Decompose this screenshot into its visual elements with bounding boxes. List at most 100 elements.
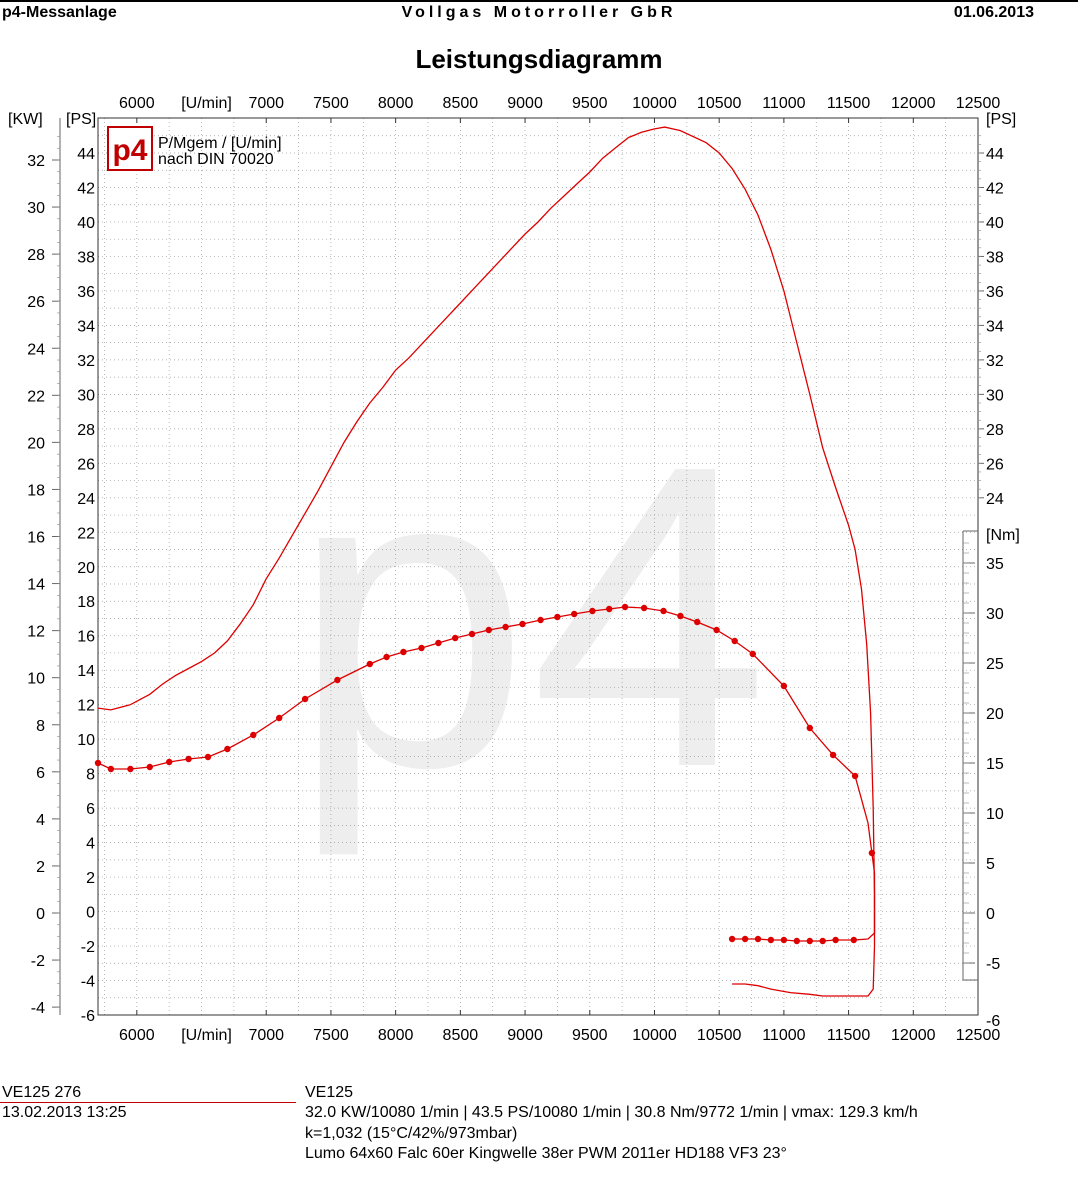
torque-point <box>554 613 561 621</box>
nm-tick-label: 10 <box>986 806 1004 823</box>
torque-point <box>435 639 442 647</box>
x-tick-label-bottom: 8000 <box>378 1027 414 1044</box>
ps-tick-label-left: -6 <box>81 1008 95 1025</box>
kw-tick-label: 22 <box>27 388 45 405</box>
torque-point <box>819 937 826 945</box>
ps-tick-label-left: -2 <box>81 939 95 956</box>
torque-point <box>400 648 407 656</box>
torque-point <box>366 660 373 668</box>
x-tick-label-bottom: 11500 <box>827 1027 870 1044</box>
ps-tick-label-left: 20 <box>77 560 95 577</box>
kw-tick-label: -2 <box>31 953 45 970</box>
nm-tick-label: 5 <box>986 856 995 873</box>
ps-tick-label-right: 26 <box>986 456 1004 473</box>
ps-tick-label-left: 12 <box>77 698 95 715</box>
axes: 6000600070007000750075008000800085008500… <box>8 95 1020 1044</box>
torque-point <box>806 937 813 945</box>
ps-tick-label-left: 44 <box>77 146 95 163</box>
ps-tick-label-left: 36 <box>77 284 95 301</box>
torque-point <box>94 759 102 767</box>
x-tick-label-top: 8500 <box>443 95 479 112</box>
kw-tick-label: 4 <box>36 812 45 829</box>
run-name: VE125 276 <box>2 1084 82 1101</box>
result-summary: 32.0 KW/10080 1/min | 43.5 PS/10080 1/mi… <box>305 1104 918 1121</box>
ps-tick-label-left: 4 <box>86 836 95 853</box>
kw-tick-label: 24 <box>27 341 45 358</box>
nm-tick-label: 30 <box>986 606 1004 623</box>
ps-tick-label-left: 10 <box>77 732 95 749</box>
ps-tick-label-left: 22 <box>77 525 95 542</box>
kw-tick-label: 18 <box>27 482 45 499</box>
torque-point <box>301 695 309 703</box>
torque-point <box>485 626 492 634</box>
x-tick-label-top: 10500 <box>697 95 742 112</box>
power-torque-chart: p4 6000600070007000750075008000800085008… <box>8 95 1020 1044</box>
chart-title: Leistungsdiagramm <box>415 44 663 74</box>
torque-point <box>829 751 837 759</box>
ps-tick-label-left: 18 <box>77 594 95 611</box>
x-tick-label-bottom: 12500 <box>956 1027 1001 1044</box>
x-tick-label-bottom: 10000 <box>632 1027 677 1044</box>
legend-line-1: P/Mgem / [U/min] <box>158 135 282 152</box>
ps-tick-label-left: 16 <box>77 629 95 646</box>
legend-logo-box <box>107 126 153 171</box>
torque-point <box>731 637 738 645</box>
kw-tick-label: 10 <box>27 671 45 688</box>
x-tick-label-top: 8000 <box>378 95 414 112</box>
torque-point <box>519 620 526 628</box>
ps-tick-label-right: 24 <box>986 491 1004 508</box>
kw-tick-label: 0 <box>36 906 45 923</box>
torque-point <box>224 745 231 753</box>
torque-point <box>276 714 283 722</box>
x-tick-label-top: 11500 <box>827 95 870 112</box>
kw-axis-label: [KW] <box>8 111 43 128</box>
torque-point <box>694 618 701 626</box>
x-tick-label-bottom: 10500 <box>697 1027 742 1044</box>
torque-point <box>640 604 648 612</box>
torque-point <box>850 936 857 944</box>
torque-point <box>806 724 813 732</box>
torque-point <box>537 616 544 624</box>
x-tick-label-bottom: 9500 <box>572 1027 608 1044</box>
run-name-underline <box>0 1102 296 1103</box>
x-tick-label-bottom: 7500 <box>313 1027 349 1044</box>
torque-point <box>166 758 173 766</box>
kw-tick-label: 26 <box>27 294 45 311</box>
nm-tick-label: 20 <box>986 706 1004 723</box>
ps-tick-label-right: 44 <box>986 146 1004 163</box>
torque-point <box>418 644 425 652</box>
nm-axis-label: [Nm] <box>986 527 1020 544</box>
x-tick-label-bottom: 11000 <box>762 1027 805 1044</box>
ps-tick-label-left: -4 <box>81 974 95 991</box>
torque-point <box>107 765 115 773</box>
nm-tick-label: 25 <box>986 656 1004 673</box>
ps-tick-label-left: 30 <box>77 387 95 404</box>
torque-point <box>334 676 341 684</box>
nm-tick-label: -5 <box>986 956 1000 973</box>
x-unit-label-bottom: [U/min] <box>181 1027 232 1044</box>
x-tick-label-top: 7500 <box>313 95 349 112</box>
torque-point <box>660 607 667 615</box>
header-company-name: Vollgas Motorroller GbR <box>401 4 677 21</box>
x-tick-label-top: 12500 <box>956 95 1001 112</box>
ps-tick-label-left: 8 <box>86 767 95 784</box>
torque-point <box>250 731 257 739</box>
torque-point <box>383 653 390 661</box>
x-tick-label-top: 6000 <box>119 95 155 112</box>
ps-tick-label-right: 34 <box>986 318 1004 335</box>
ps-tick-label-left: 38 <box>77 249 95 266</box>
ps-tick-label-right: 42 <box>986 180 1004 197</box>
torque-point <box>754 935 762 943</box>
legend-line-2: nach DIN 70020 <box>158 151 274 168</box>
ps-tick-label-right: 32 <box>986 353 1004 370</box>
vehicle-name: VE125 <box>305 1084 354 1101</box>
nm-tick-label: 0 <box>986 906 995 923</box>
ps-tick-label-left: 6 <box>86 801 95 818</box>
kw-tick-label: 14 <box>27 577 45 594</box>
torque-point <box>780 682 788 690</box>
torque-point <box>468 630 476 638</box>
legend-logo-text: p4 <box>112 134 147 167</box>
torque-point <box>127 765 134 773</box>
kw-tick-label: 2 <box>36 859 45 876</box>
torque-point <box>452 634 459 642</box>
